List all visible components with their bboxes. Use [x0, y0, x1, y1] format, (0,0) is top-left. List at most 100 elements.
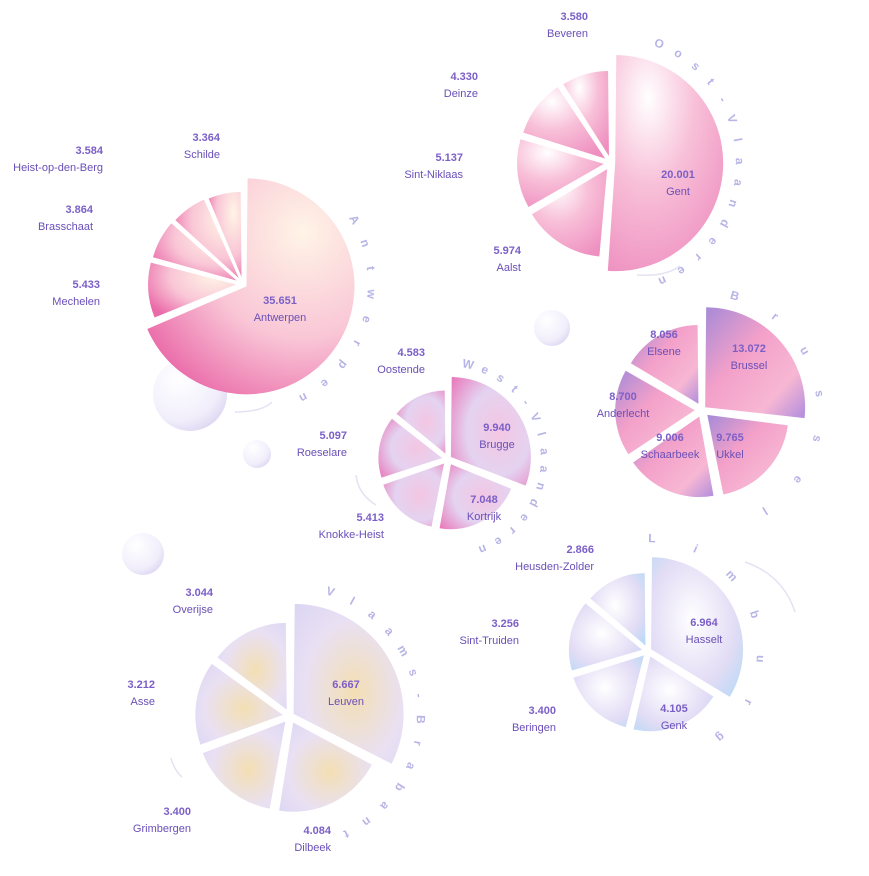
pie-chart-oost-vlaanderen: 20.001 Gent 5.974 Aalst 5.137 Sint-Niklaas 4.3…	[404, 11, 747, 289]
category-label: Hasselt	[686, 634, 723, 646]
chart-title-letter: A	[346, 212, 363, 227]
category-label: Antwerpen	[254, 312, 307, 324]
slice-roeselare	[378, 418, 443, 478]
chart-title-letter: t	[364, 265, 378, 271]
category-label: Deinze	[444, 88, 478, 100]
slice-sint-niklaas	[517, 139, 604, 207]
chart-title-letter: l	[348, 594, 358, 608]
chart-title-letter: i	[691, 542, 700, 556]
chart-title-letter: V	[527, 411, 543, 424]
slice-leuven	[293, 603, 404, 764]
chart-title-letter: w	[364, 288, 379, 300]
data-value-label: 3.364	[192, 132, 220, 144]
chart-title-letter: -	[519, 396, 533, 407]
chart-title-letter: W	[461, 356, 476, 372]
chart-title-letter: l	[534, 431, 548, 438]
slice-heist-op-den-berg	[175, 199, 239, 279]
chart-title-letter: t	[704, 76, 717, 88]
decor-bubble	[534, 310, 570, 346]
chart-title-letter: e	[479, 362, 491, 378]
chart-title-letter: n	[656, 273, 668, 289]
category-label: Genk	[661, 720, 688, 732]
slice-ukkel	[707, 414, 788, 495]
slice-heusden-zolder	[590, 573, 646, 646]
pie-chart-vlaams-brabant: 6.667 Leuven 4.084 Dilbeek 3.400 Grimbergen 3.…	[127, 584, 427, 854]
slice-brasschaat	[153, 223, 237, 281]
category-label: Brussel	[731, 360, 768, 372]
category-label: Brasschaat	[38, 221, 93, 233]
chart-title-letter: u	[797, 344, 813, 357]
slice-aalst	[531, 169, 608, 257]
decor-arc	[170, 757, 183, 778]
chart-title-letter: n	[297, 390, 310, 406]
pie-chart-limburg: 6.964 Hasselt 4.105 Genk 3.400 Beringen 3.256 S…	[459, 531, 767, 745]
chart-title-letter: r	[411, 739, 426, 747]
data-value-label: 2.866	[566, 544, 594, 556]
data-value-label: 4.105	[660, 703, 688, 715]
chart-title-letter: e	[359, 314, 374, 325]
chart-title-letter: s	[810, 434, 825, 444]
category-label: Gent	[666, 186, 690, 198]
chart-title-letter: l	[731, 137, 745, 143]
data-value-label: 20.001	[661, 169, 695, 181]
data-value-label: 3.212	[127, 679, 155, 691]
data-value-label: 3.864	[65, 204, 93, 216]
data-value-label: 7.048	[470, 494, 498, 506]
slice-overijse	[217, 622, 287, 710]
decor-arc	[744, 561, 796, 613]
chart-title-letter: n	[477, 542, 489, 558]
chart-title-letter: r	[692, 251, 705, 265]
chart-title-letter: o	[672, 45, 686, 61]
chart-title-letter: e	[675, 263, 689, 279]
decor-arc	[636, 265, 681, 277]
chart-title-letter: B	[414, 715, 428, 724]
category-label: Asse	[131, 696, 155, 708]
category-label: Sint-Niklaas	[404, 169, 463, 181]
category-label: Grimbergen	[133, 823, 191, 835]
category-label: Beringen	[512, 722, 556, 734]
data-value-label: 8.700	[609, 391, 637, 403]
chart-title-letter: t	[342, 827, 352, 841]
slice-brugge	[450, 377, 531, 486]
chart-title-letter: V	[724, 113, 740, 125]
pie-chart-brussel: 13.072Brussel9.765Ukkel9.006Schaarbeek8.…	[597, 288, 827, 518]
data-value-label: 35.651	[263, 295, 297, 307]
chart-title-letter: g	[713, 730, 728, 745]
category-label: Ukkel	[716, 449, 744, 461]
data-value-label: 9.940	[483, 422, 511, 434]
chart-title-letter: r	[769, 309, 782, 323]
data-value-label: 3.580	[560, 11, 588, 23]
data-value-label: 13.072	[732, 343, 766, 355]
data-value-label: 9.006	[656, 432, 684, 444]
category-label: Dilbeek	[294, 842, 331, 854]
chart-title-letter: s	[689, 59, 703, 74]
slice-brussel	[705, 307, 806, 419]
category-label: Sint-Truiden	[459, 635, 519, 647]
chart-title-letter: a	[537, 448, 552, 456]
chart-title-letter: O	[652, 35, 666, 51]
data-value-label: 8.056	[650, 329, 678, 341]
chart-title-letter: n	[533, 481, 549, 492]
slice-schaarbeek	[633, 416, 714, 498]
category-label: Schilde	[184, 149, 220, 161]
slice-hasselt	[651, 557, 744, 697]
chart-title-letter: e	[705, 235, 720, 249]
category-label: Knokke-Heist	[319, 529, 384, 541]
chart-title-letter: a	[403, 760, 419, 772]
chart-title-letter: l	[760, 504, 770, 518]
data-value-label: 3.256	[491, 618, 519, 630]
slice-dilbeek	[279, 722, 372, 812]
chart-title-letter: e	[492, 534, 505, 550]
chart-title-letter: e	[318, 376, 332, 391]
category-label: Elsene	[647, 346, 681, 358]
slice-grimbergen	[202, 721, 286, 809]
chart-title-letter: s	[406, 667, 422, 678]
chart-title-letter: r	[506, 524, 519, 538]
chart-title-letter: d	[526, 497, 542, 510]
chart-title-letter: a	[382, 624, 397, 638]
chart-title-letter: b	[392, 780, 408, 794]
slice-anderlecht	[615, 370, 695, 455]
chart-title-letter: L	[648, 531, 656, 545]
chart-title-letter: b	[747, 609, 763, 621]
